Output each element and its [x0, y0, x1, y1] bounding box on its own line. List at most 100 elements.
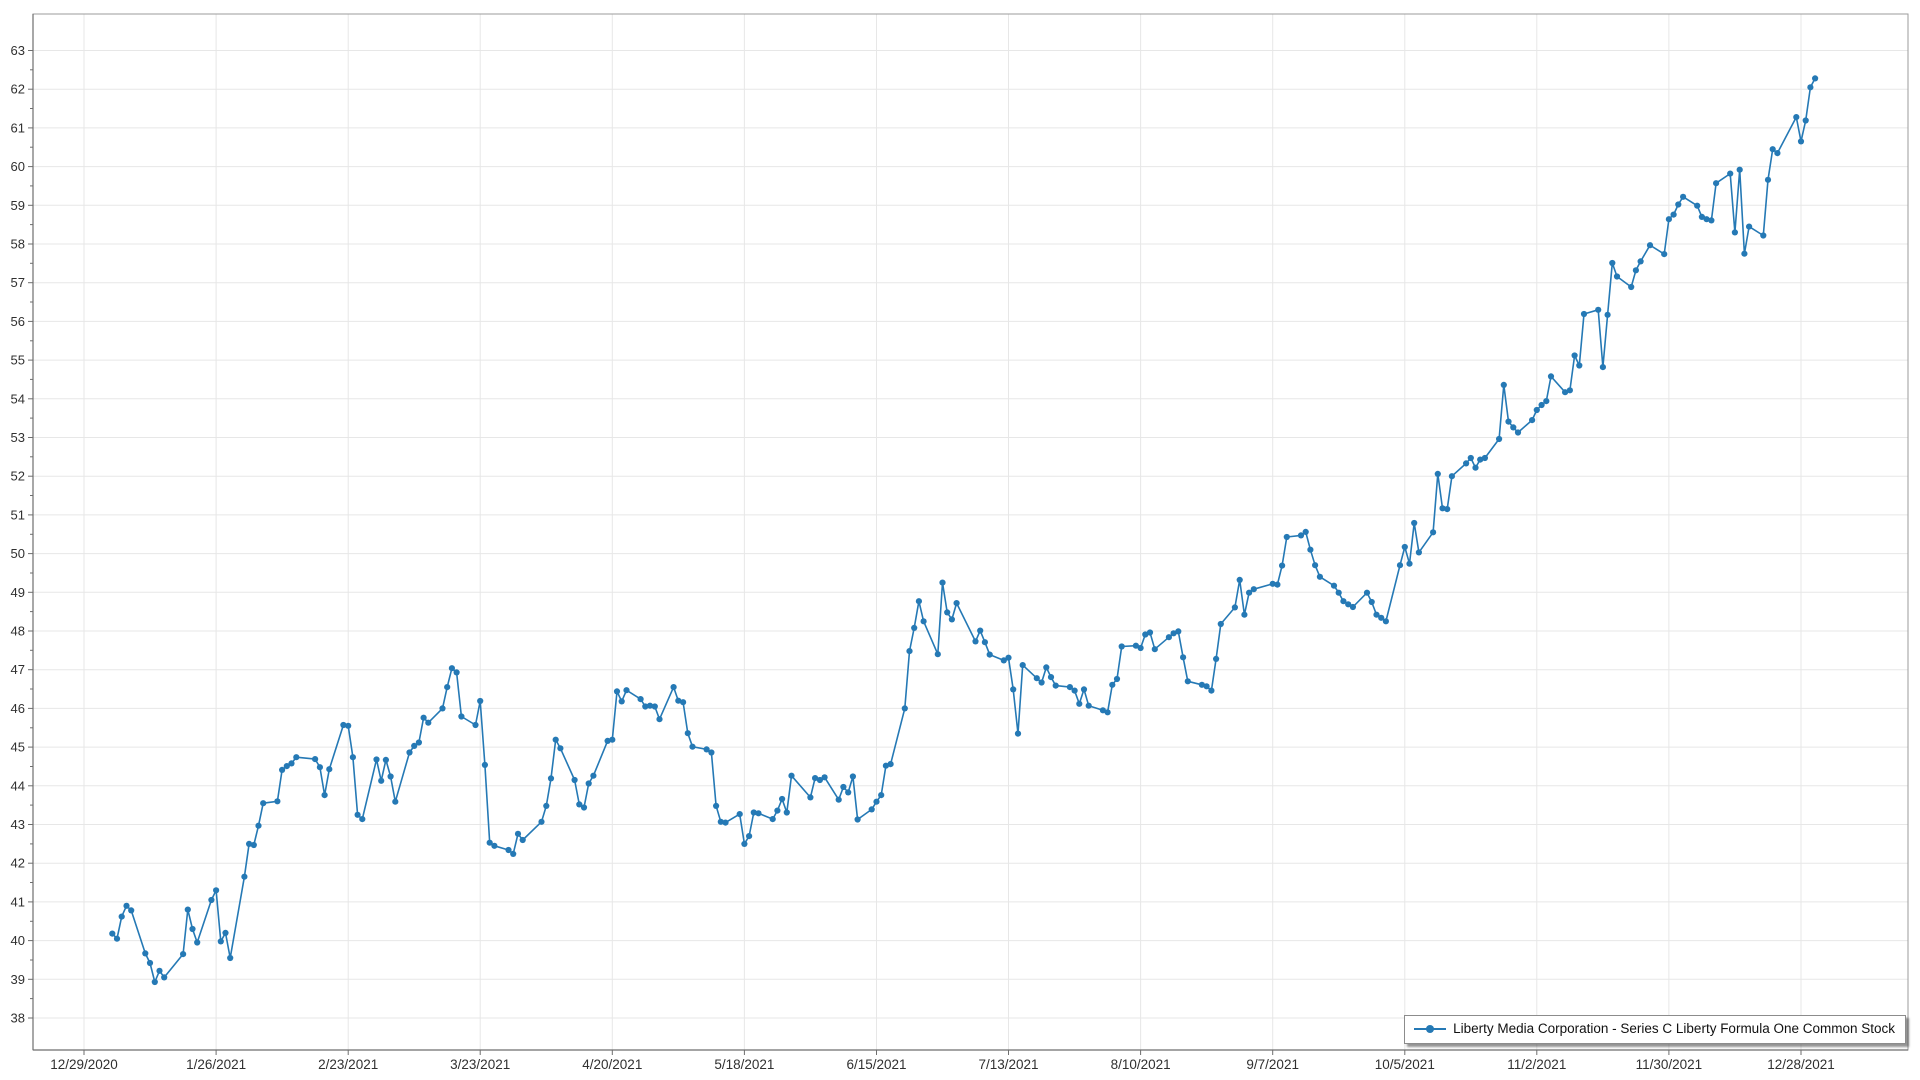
data-point-marker[interactable]	[1236, 576, 1243, 584]
data-point-marker[interactable]	[1481, 454, 1488, 462]
data-point-marker[interactable]	[180, 951, 187, 958]
data-point-marker[interactable]	[1099, 707, 1106, 714]
data-point-marker[interactable]	[1599, 364, 1606, 371]
data-point-marker[interactable]	[1637, 258, 1644, 265]
data-point-marker[interactable]	[746, 833, 753, 840]
data-point-marker[interactable]	[312, 756, 319, 763]
data-point-marker[interactable]	[736, 811, 743, 818]
data-point-marker[interactable]	[1411, 519, 1418, 527]
data-point-marker[interactable]	[1052, 682, 1059, 689]
data-point-marker[interactable]	[585, 780, 592, 787]
data-point-marker[interactable]	[1547, 373, 1555, 380]
data-point-marker[interactable]	[1529, 417, 1536, 424]
data-point-marker[interactable]	[1019, 662, 1026, 669]
data-point-marker[interactable]	[878, 792, 885, 799]
data-point-marker[interactable]	[939, 579, 946, 586]
data-point-marker[interactable]	[552, 736, 559, 743]
data-point-marker[interactable]	[1401, 543, 1408, 551]
data-point-marker[interactable]	[1632, 267, 1639, 274]
data-point-marker[interactable]	[472, 721, 479, 729]
data-point-marker[interactable]	[161, 974, 168, 981]
data-point-marker[interactable]	[250, 841, 257, 849]
data-point-marker[interactable]	[835, 796, 842, 803]
data-point-marker[interactable]	[1576, 362, 1583, 369]
data-point-marker[interactable]	[1165, 634, 1172, 641]
data-point-marker[interactable]	[288, 760, 295, 767]
data-point-marker[interactable]	[213, 887, 220, 894]
data-point-marker[interactable]	[1646, 242, 1654, 249]
data-point-marker[interactable]	[769, 816, 776, 823]
data-point-marker[interactable]	[944, 609, 951, 616]
data-point-marker[interactable]	[1302, 528, 1309, 536]
data-point-marker[interactable]	[774, 807, 781, 814]
data-point-marker[interactable]	[1406, 560, 1413, 567]
data-point-marker[interactable]	[646, 702, 654, 709]
data-point-marker[interactable]	[675, 697, 682, 704]
data-point-marker[interactable]	[1000, 657, 1007, 664]
data-point-marker[interactable]	[1533, 406, 1540, 414]
data-point-marker[interactable]	[189, 925, 196, 933]
data-point-marker[interactable]	[755, 810, 762, 817]
data-point-marker[interactable]	[208, 896, 215, 904]
data-point-marker[interactable]	[481, 761, 488, 769]
data-point-marker[interactable]	[1071, 687, 1078, 694]
data-point-marker[interactable]	[1708, 217, 1715, 224]
data-point-marker[interactable]	[1797, 138, 1805, 145]
data-point-marker[interactable]	[1430, 529, 1437, 536]
data-point-marker[interactable]	[708, 749, 715, 756]
data-point-marker[interactable]	[274, 798, 281, 805]
data-point-marker[interactable]	[576, 801, 583, 808]
data-point-marker[interactable]	[425, 719, 432, 726]
data-point-marker[interactable]	[1184, 678, 1191, 685]
data-point-marker[interactable]	[1283, 533, 1290, 541]
data-point-marker[interactable]	[750, 809, 757, 816]
data-point-marker[interactable]	[1500, 381, 1507, 388]
data-point-marker[interactable]	[1241, 611, 1248, 618]
data-point-marker[interactable]	[670, 684, 677, 691]
data-point-marker[interactable]	[1543, 398, 1550, 405]
data-point-marker[interactable]	[354, 811, 361, 818]
data-point-marker[interactable]	[382, 756, 389, 764]
data-point-marker[interactable]	[1274, 581, 1281, 588]
data-point-marker[interactable]	[1496, 435, 1503, 443]
data-point-marker[interactable]	[1741, 250, 1748, 257]
data-point-marker[interactable]	[411, 742, 418, 750]
data-point-marker[interactable]	[680, 699, 687, 706]
data-point-marker[interactable]	[1703, 216, 1710, 223]
data-point-marker[interactable]	[911, 624, 918, 632]
data-point-marker[interactable]	[359, 816, 366, 823]
data-point-marker[interactable]	[854, 816, 861, 823]
data-point-marker[interactable]	[868, 806, 875, 813]
data-point-marker[interactable]	[1760, 232, 1767, 239]
data-point-marker[interactable]	[1170, 630, 1177, 637]
data-point-marker[interactable]	[1132, 642, 1139, 649]
data-point-marker[interactable]	[1047, 674, 1055, 681]
data-point-marker[interactable]	[1014, 730, 1022, 737]
data-point-marker[interactable]	[1373, 611, 1380, 618]
data-point-marker[interactable]	[623, 687, 630, 694]
data-point-marker[interactable]	[807, 794, 814, 801]
data-point-marker[interactable]	[519, 836, 526, 844]
data-point-marker[interactable]	[1510, 424, 1517, 431]
data-point-marker[interactable]	[1562, 389, 1569, 396]
data-point-marker[interactable]	[1746, 223, 1753, 230]
data-point-marker[interactable]	[783, 809, 790, 816]
data-point-marker[interactable]	[1109, 681, 1116, 688]
data-point-marker[interactable]	[151, 978, 158, 986]
data-point-marker[interactable]	[613, 688, 621, 695]
data-point-marker[interactable]	[128, 907, 135, 914]
data-point-marker[interactable]	[651, 703, 658, 710]
data-point-marker[interactable]	[1151, 646, 1158, 653]
data-point-marker[interactable]	[415, 739, 422, 746]
data-point-marker[interactable]	[123, 902, 130, 909]
data-point-marker[interactable]	[1670, 211, 1677, 218]
data-point-marker[interactable]	[1269, 580, 1276, 587]
data-point-marker[interactable]	[779, 795, 786, 803]
data-point-marker[interactable]	[1217, 620, 1224, 628]
data-point-marker[interactable]	[1104, 709, 1111, 716]
data-point-marker[interactable]	[953, 600, 960, 607]
data-point-marker[interactable]	[1335, 589, 1342, 596]
data-point-marker[interactable]	[972, 638, 979, 645]
data-point-marker[interactable]	[1595, 306, 1602, 313]
data-point-marker[interactable]	[934, 651, 941, 658]
